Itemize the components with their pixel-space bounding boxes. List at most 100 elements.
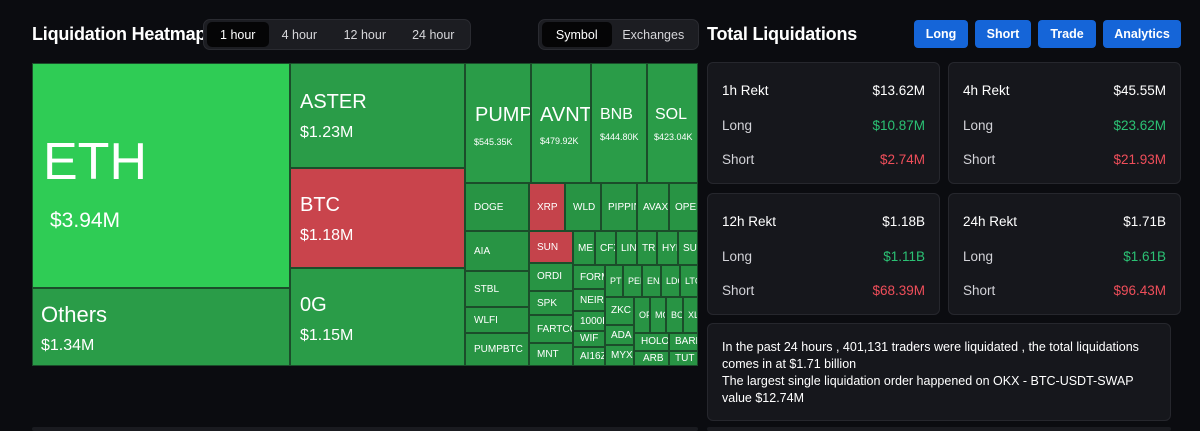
tile-symbol: ZKC: [611, 305, 631, 316]
tile-open[interactable]: OPEN: [669, 183, 698, 231]
tab-4-hour[interactable]: 4 hour: [281, 27, 318, 42]
tile-sun[interactable]: SUN: [529, 231, 573, 263]
heatmap-title: Liquidation Heatmap: [32, 24, 207, 44]
card-1h-rekt: 1h Rekt $13.62M Long $10.87M Short $2.74…: [707, 62, 940, 184]
tile-symbol: PUMP: [475, 104, 531, 126]
tile-ordi[interactable]: ORDI: [529, 263, 573, 291]
tile-value: $1.15M: [300, 327, 354, 344]
tile-ltc[interactable]: LTC: [680, 265, 698, 297]
tile-ada[interactable]: ADA: [605, 325, 634, 345]
tile-pippin[interactable]: PIPPIN: [601, 183, 637, 231]
tile-eth[interactable]: ETH $3.94M: [32, 63, 290, 288]
tile-sui[interactable]: SUI: [678, 231, 698, 265]
tile-ena[interactable]: ENA: [642, 265, 661, 297]
tile-myx[interactable]: MYX: [605, 345, 634, 366]
long-value: $1.11B: [883, 249, 925, 264]
tile-value: $1.18M: [300, 227, 354, 244]
time-range-tabs: 1 hour 4 hour 12 hour 24 hour: [203, 19, 471, 50]
short-button[interactable]: Short: [975, 20, 1031, 48]
tile-zkc[interactable]: ZKC: [605, 297, 634, 325]
tile-pump[interactable]: PUMP $545.35K: [465, 63, 531, 183]
tile-holo[interactable]: HOLO: [634, 333, 669, 351]
tile-aster[interactable]: ASTER $1.23M: [290, 63, 465, 168]
card-title: 1h Rekt: [722, 83, 769, 98]
tile-symbol: ENA: [647, 276, 660, 286]
tile-pepe[interactable]: PEPE: [623, 265, 642, 297]
tile-0g[interactable]: 0G $1.15M: [290, 268, 465, 366]
card-total: $1.71B: [1123, 214, 1166, 229]
tile-mnt[interactable]: MNT: [529, 343, 573, 366]
tile-symbol: XRP: [537, 202, 558, 213]
tile-xlm[interactable]: XLM: [683, 297, 698, 333]
tile-tut[interactable]: TUT: [669, 351, 698, 366]
view-mode-tabs: Symbol Exchanges: [538, 19, 699, 50]
tile-ldo[interactable]: LDO: [661, 265, 680, 297]
tile-symbol: WLFI: [474, 315, 498, 326]
tile-trx[interactable]: TRX: [637, 231, 657, 265]
tile-me[interactable]: ME: [573, 231, 595, 265]
tile-aia[interactable]: AIA: [465, 231, 529, 271]
tab-symbol[interactable]: Symbol: [542, 22, 612, 47]
tile-symbol: AIA: [474, 246, 491, 257]
tab-12-hour[interactable]: 12 hour: [343, 27, 386, 42]
tile-btc[interactable]: BTC $1.18M: [290, 168, 465, 268]
tile-fartcoin[interactable]: FARTCOIN: [529, 315, 573, 343]
tile-avnt[interactable]: AVNT $479.92K: [531, 63, 591, 183]
tile-value: $1.23M: [300, 124, 354, 141]
tile-cfx[interactable]: CFX: [595, 231, 616, 265]
analytics-button[interactable]: Analytics: [1103, 20, 1181, 48]
long-button[interactable]: Long: [914, 20, 968, 48]
tile-neiro[interactable]: NEIRO: [573, 289, 605, 311]
card-24h-rekt: 24h Rekt $1.71B Long $1.61B Short $96.43…: [948, 193, 1181, 315]
tab-24-hour[interactable]: 24 hour: [412, 27, 455, 42]
tile-wlfi[interactable]: WLFI: [465, 307, 529, 333]
tile-symbol: WLD: [573, 202, 596, 213]
long-value: $1.61B: [1123, 249, 1166, 264]
tile-sol[interactable]: SOL $423.04K: [647, 63, 698, 183]
tile-value: $3.94M: [50, 209, 121, 232]
tile-morpho[interactable]: MORPHO: [650, 297, 666, 333]
tile-symbol: ORDI: [537, 271, 562, 282]
tile-ai16z[interactable]: AI16Z: [573, 347, 605, 366]
tab-1-hour[interactable]: 1 hour: [207, 22, 269, 47]
long-value: $23.62M: [1113, 118, 1166, 133]
tile-doge[interactable]: DOGE: [465, 183, 529, 231]
tile-stbl[interactable]: STBL: [465, 271, 529, 307]
tile-form[interactable]: FORM: [573, 265, 605, 289]
tile-op[interactable]: OP: [634, 297, 650, 333]
trade-button[interactable]: Trade: [1038, 20, 1096, 48]
tile-pt[interactable]: PT: [605, 265, 623, 297]
tile-link[interactable]: LINK: [616, 231, 637, 265]
card-12h-rekt: 12h Rekt $1.18B Long $1.11B Short $68.39…: [707, 193, 940, 315]
tile-spk[interactable]: SPK: [529, 291, 573, 315]
tile-bard[interactable]: BARD: [669, 333, 698, 351]
tile-value: $545.35K: [474, 137, 513, 147]
next-panel-edge-right: [707, 427, 1171, 431]
tile-pumpbtc[interactable]: PUMPBTC: [465, 333, 529, 366]
tile-1000pepe[interactable]: 1000PEPE: [573, 311, 605, 331]
tile-others[interactable]: Others $1.34M: [32, 288, 290, 366]
tile-symbol: BNB: [600, 106, 633, 123]
tile-symbol: MYX: [611, 350, 633, 361]
tile-arb[interactable]: ARB: [634, 351, 669, 366]
tile-hype[interactable]: HYPE: [657, 231, 678, 265]
card-title: 12h Rekt: [722, 214, 777, 229]
tile-avax[interactable]: AVAX: [637, 183, 669, 231]
short-value: $68.39M: [872, 283, 925, 298]
tab-exchanges[interactable]: Exchanges: [622, 27, 685, 42]
tile-bnb[interactable]: BNB $444.80K: [591, 63, 647, 183]
short-label: Short: [722, 152, 755, 167]
tile-bch[interactable]: BCH: [666, 297, 683, 333]
tile-xrp[interactable]: XRP: [529, 183, 565, 231]
short-value: $96.43M: [1113, 283, 1166, 298]
card-total: $13.62M: [872, 83, 925, 98]
tile-symbol: SOL: [655, 106, 688, 123]
tile-wif[interactable]: WIF: [573, 331, 605, 347]
tile-symbol: SPK: [537, 298, 558, 309]
tile-symbol: ME: [578, 243, 593, 254]
tile-symbol: ASTER: [300, 91, 367, 113]
tile-wld[interactable]: WLD: [565, 183, 601, 231]
long-label: Long: [722, 118, 753, 133]
tile-symbol: ADA: [611, 330, 632, 341]
tile-symbol: SUN: [537, 242, 559, 253]
